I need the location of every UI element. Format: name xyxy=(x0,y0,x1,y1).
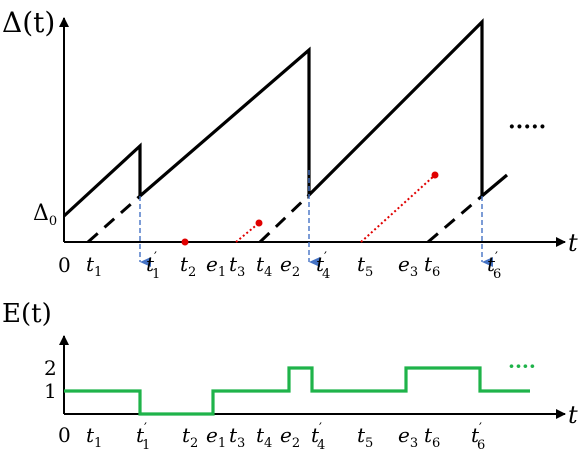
age-x-axis-label: t xyxy=(568,229,578,257)
x-label-t4-prime: t′ 4 xyxy=(316,250,330,282)
age-x-labels: t1 t′ 1 t2 e1 t3 t4 e2 t′ 4 t5 e3 t6 t′ 6 xyxy=(86,250,501,282)
generation-line-1 xyxy=(87,194,141,244)
energy-x-labels: t1 t′ 1 t2 e1 t3 t4 e2 t′ 4 t5 e3 t6 t′ 6 xyxy=(86,421,485,453)
energy-x-axis-label: t xyxy=(568,401,578,429)
energy-origin-label: 0 xyxy=(58,423,71,447)
x-label-t4: t4 xyxy=(256,252,272,280)
generation-line-3 xyxy=(427,194,483,244)
x-label-t6: t6 xyxy=(424,423,440,451)
x-label-t2: t2 xyxy=(182,423,198,451)
x-label-t1-prime: t′ 1 xyxy=(136,421,150,453)
generation-line-2 xyxy=(258,193,311,244)
x-label-t5: t5 xyxy=(357,423,373,451)
energy-curve xyxy=(64,366,530,416)
energy-tick-2: 2 xyxy=(44,356,57,380)
delta0-label: Δ0 xyxy=(33,201,57,229)
x-label-t3: t3 xyxy=(229,423,245,451)
x-label-t3: t3 xyxy=(229,252,245,280)
x-label-t6-prime: t′ 6 xyxy=(487,250,501,282)
x-label-e3: e3 xyxy=(398,252,418,280)
x-label-t1-prime: t′ 1 xyxy=(146,250,160,282)
dropped-update-dot-3 xyxy=(431,171,439,179)
x-label-t4-prime: t′ 4 xyxy=(311,421,325,453)
energy-tick-1: 1 xyxy=(44,379,57,403)
x-label-e3: e3 xyxy=(398,423,418,451)
dropped-update-dot-2 xyxy=(255,219,263,227)
age-y-axis-label: Δ(t) xyxy=(2,6,55,39)
x-label-t1: t1 xyxy=(86,423,102,451)
energy-ellipsis: ···· xyxy=(508,354,536,378)
x-label-t6-prime: t′ 6 xyxy=(471,421,485,453)
dropped-update-line-2 xyxy=(235,222,260,243)
x-label-e2: e2 xyxy=(280,423,300,451)
energy-y-axis-label: E(t) xyxy=(2,299,52,329)
x-label-e2: e2 xyxy=(280,252,300,280)
x-label-t2: t2 xyxy=(180,252,196,280)
x-label-t1: t1 xyxy=(86,252,102,280)
energy-plot: E(t) t 2 1 ···· 0 t1 t′ 1 t2 e1 t3 t4 e2 t′ 4 t5 e3… xyxy=(2,299,578,453)
dropped-update-dot-1 xyxy=(181,238,189,246)
dropped-update-line-3 xyxy=(360,174,436,243)
x-label-t4: t4 xyxy=(256,423,272,451)
age-origin-label: 0 xyxy=(58,253,71,277)
x-label-e1: e1 xyxy=(206,252,226,280)
age-curve xyxy=(62,18,509,218)
x-label-e1: e1 xyxy=(206,423,226,451)
x-label-t5: t5 xyxy=(357,252,373,280)
x-label-t6: t6 xyxy=(424,252,440,280)
age-ellipsis: ····· xyxy=(508,114,546,140)
age-plot: Δ(t) t Δ0 ····· 0 t1 t′ 1 t2 e1 t3 t4 e2 t′ 4 t5 e3… xyxy=(2,6,578,282)
